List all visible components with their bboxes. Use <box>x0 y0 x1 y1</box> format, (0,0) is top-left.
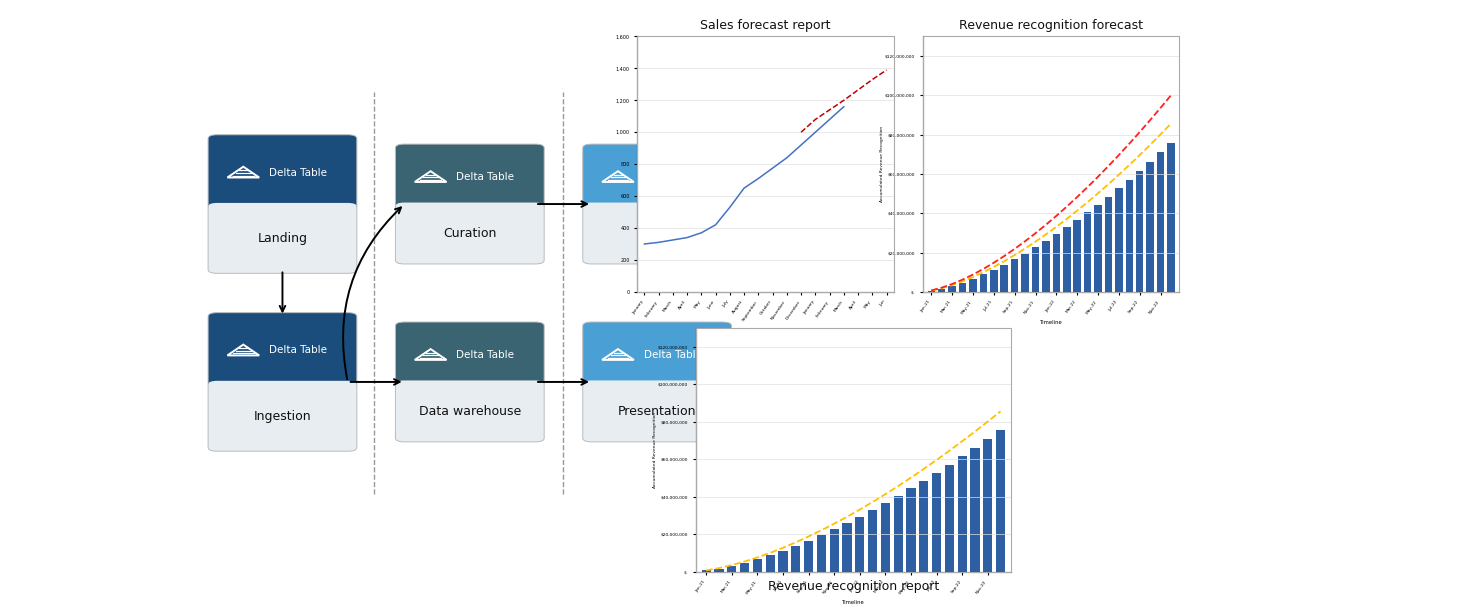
Bar <box>1011 259 1018 292</box>
Text: Data warehouse: Data warehouse <box>419 405 522 418</box>
FancyBboxPatch shape <box>583 144 731 210</box>
Bar <box>983 439 992 572</box>
Bar <box>990 270 998 292</box>
Bar <box>958 283 967 292</box>
Bar <box>1135 171 1144 292</box>
Text: Delta Table: Delta Table <box>643 350 702 360</box>
Bar <box>1125 179 1132 292</box>
X-axis label: Timeline: Timeline <box>842 600 864 605</box>
Bar <box>927 291 935 292</box>
Bar <box>958 456 967 572</box>
Text: Delta Table: Delta Table <box>270 168 327 178</box>
Text: Revenue recognition forecast: Revenue recognition forecast <box>960 19 1143 32</box>
Text: Ingestion: Ingestion <box>253 410 311 423</box>
Bar <box>702 570 711 572</box>
Bar <box>766 555 775 572</box>
Y-axis label: Accumulated Revenue Recognition: Accumulated Revenue Recognition <box>652 412 656 488</box>
Bar <box>894 496 902 572</box>
Bar <box>1115 188 1122 292</box>
Bar <box>880 503 889 572</box>
Bar <box>938 289 945 292</box>
Bar <box>740 562 749 572</box>
Bar <box>907 488 916 572</box>
Bar <box>919 481 929 572</box>
FancyBboxPatch shape <box>208 135 357 210</box>
Bar <box>778 550 788 572</box>
Bar <box>1042 241 1050 292</box>
Bar <box>1147 162 1154 292</box>
Y-axis label: Accumulated Revenue Recognition: Accumulated Revenue Recognition <box>879 126 883 202</box>
Text: Presentation: Presentation <box>618 405 696 418</box>
FancyBboxPatch shape <box>208 203 357 274</box>
FancyBboxPatch shape <box>583 322 731 388</box>
Bar <box>727 566 737 572</box>
Bar <box>1001 264 1008 292</box>
Bar <box>970 447 980 572</box>
Bar <box>1052 234 1061 292</box>
Bar <box>867 510 878 572</box>
Bar <box>804 541 813 572</box>
Bar <box>791 546 800 572</box>
Text: Delta Table: Delta Table <box>457 172 514 182</box>
Bar <box>1021 254 1028 292</box>
Bar <box>970 278 977 292</box>
FancyBboxPatch shape <box>396 144 544 210</box>
FancyBboxPatch shape <box>396 202 544 264</box>
Bar <box>996 430 1005 572</box>
Bar <box>1084 212 1091 292</box>
Bar <box>842 523 851 572</box>
Text: Sales forecast report: Sales forecast report <box>700 19 831 32</box>
Text: Revenue recognition report: Revenue recognition report <box>768 580 939 593</box>
Bar <box>1064 227 1071 292</box>
Bar <box>829 529 839 572</box>
Bar <box>945 465 954 572</box>
X-axis label: Timeline: Timeline <box>1040 320 1062 325</box>
Bar <box>1031 247 1039 292</box>
FancyBboxPatch shape <box>208 313 357 389</box>
Bar <box>856 517 864 572</box>
Bar <box>1168 143 1175 292</box>
Text: Landing: Landing <box>258 232 308 244</box>
Bar <box>1074 220 1081 292</box>
Bar <box>948 286 955 292</box>
FancyBboxPatch shape <box>396 381 544 442</box>
Bar <box>753 559 762 572</box>
Bar <box>715 568 724 572</box>
FancyBboxPatch shape <box>583 381 731 442</box>
Bar <box>817 535 826 572</box>
Text: Delta Table: Delta Table <box>643 172 702 182</box>
Bar <box>1105 196 1112 292</box>
FancyBboxPatch shape <box>583 202 731 264</box>
Text: Delta Table: Delta Table <box>270 345 327 356</box>
Text: Final: Final <box>643 227 671 240</box>
Text: Delta Table: Delta Table <box>457 350 514 360</box>
Bar <box>1094 204 1102 292</box>
Bar <box>980 274 987 292</box>
Bar <box>1157 153 1165 292</box>
Text: Curation: Curation <box>442 227 497 240</box>
FancyBboxPatch shape <box>396 322 544 388</box>
Bar <box>932 473 941 572</box>
FancyBboxPatch shape <box>208 381 357 451</box>
